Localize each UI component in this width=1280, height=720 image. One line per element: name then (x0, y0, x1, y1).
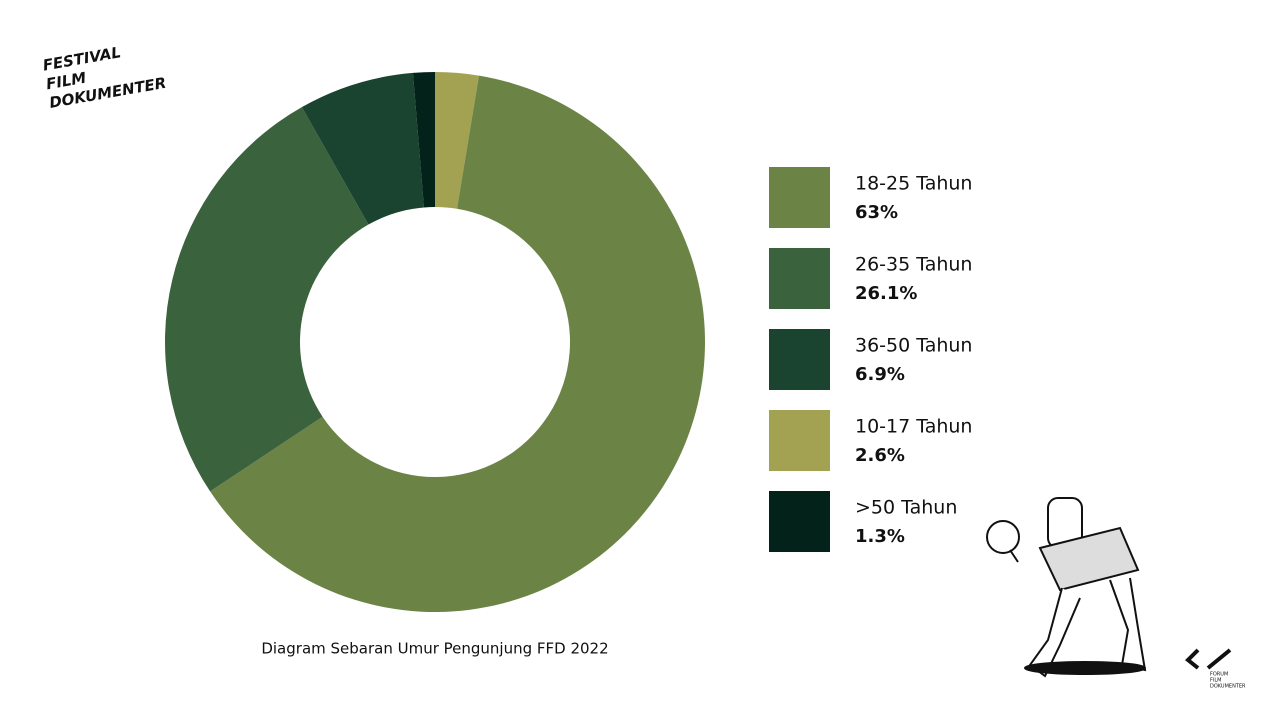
legend-value: 26.1% (855, 283, 917, 304)
footer-logo-line: DOKUMENTER (1210, 684, 1246, 690)
donut-slice (210, 75, 705, 612)
legend-label: 26-35 Tahun (855, 254, 972, 276)
footer-logo-line: FORUM (1210, 672, 1228, 678)
legend-swatch (769, 248, 830, 309)
footer-logo-mark (1185, 648, 1232, 670)
legend-label: 36-50 Tahun (855, 335, 972, 357)
logo: FESTIVAL FILM DOKUMENTER (41, 43, 167, 112)
donut-slice (164, 107, 369, 492)
legend-value: 63% (855, 202, 898, 223)
legend-label: >50 Tahun (855, 497, 957, 519)
legend-value: 2.6% (855, 445, 905, 466)
legend-label: 10-17 Tahun (855, 416, 972, 438)
footer-logo-line: FILM (1210, 678, 1221, 684)
donut-slice (301, 72, 424, 225)
legend: 18-25 Tahun 63% 26-35 Tahun 26.1% 36-50 Tahu… (769, 167, 972, 552)
legend-value: 6.9% (855, 364, 905, 385)
donut (164, 72, 705, 612)
donut-slice (412, 72, 435, 208)
illustration (986, 497, 1147, 678)
legend-label: 18-25 Tahun (855, 173, 972, 195)
chart-caption: Diagram Sebaran Umur Pengunjung FFD 2022 (261, 640, 608, 658)
legend-swatch (769, 410, 830, 471)
footer-logo: FORUM FILM DOKUMENTER (1185, 648, 1246, 690)
donut-slice (435, 72, 479, 209)
legend-swatch (769, 167, 830, 228)
legend-value: 1.3% (855, 526, 905, 547)
legend-swatch (769, 329, 830, 390)
legend-swatch (769, 491, 830, 552)
